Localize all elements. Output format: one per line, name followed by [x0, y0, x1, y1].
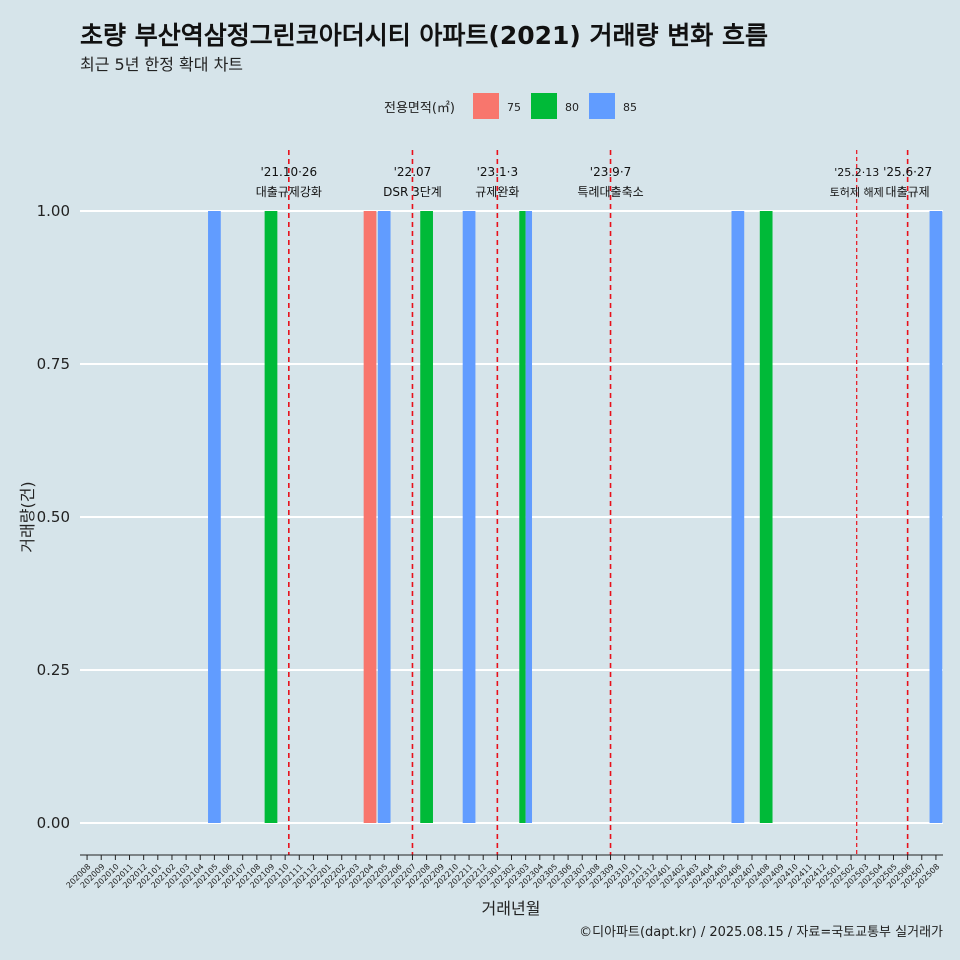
- event-desc-label: 대출규제: [886, 185, 930, 199]
- chart-subtitle: 최근 5년 한정 확대 차트: [80, 55, 243, 74]
- legend-swatch-85: [589, 93, 615, 119]
- bar-202204-75: [363, 211, 377, 823]
- bar-202109-80: [264, 211, 278, 823]
- legend-label-80: 80: [565, 101, 579, 114]
- bar-202406-85: [731, 211, 745, 823]
- x-axis: 2020082020092020102020112020122021012021…: [65, 854, 943, 890]
- legend-label-85: 85: [623, 101, 637, 114]
- event-desc-label: 토허제 해제: [830, 185, 884, 199]
- y-tick-label: 0.75: [37, 355, 70, 373]
- y-axis: 0.00 0.25 0.50 0.75 1.00: [37, 202, 70, 832]
- y-tick-label: 0.50: [37, 508, 70, 526]
- event-desc-label: DSR 3단계: [383, 185, 442, 199]
- bar-202303-80: [519, 211, 526, 823]
- event-date-label: '23.9·7: [590, 165, 631, 179]
- y-tick-label: 1.00: [37, 202, 70, 220]
- bar-202205-85: [377, 211, 391, 823]
- legend-swatch-80: [531, 93, 557, 119]
- y-tick-label: 0.00: [37, 814, 70, 832]
- x-axis-title: 거래년월: [482, 899, 541, 918]
- chart-title: 초량 부산역삼정그린코아더시티 아파트(2021) 거래량 변화 흐름: [80, 21, 768, 50]
- bar-202508-85: [929, 211, 943, 823]
- y-axis-title: 거래량(건): [18, 481, 37, 552]
- event-desc-label: 대출규제강화: [256, 185, 322, 199]
- bars: [208, 211, 943, 823]
- event-date-label: '22.07: [394, 165, 432, 179]
- event-date-label: '21.10·26: [260, 165, 317, 179]
- gridlines: [80, 210, 943, 824]
- legend-title: 전용면적(㎡): [384, 101, 455, 116]
- event-desc-label: 특례대출축소: [577, 185, 643, 199]
- event-date-label: '23.1·3: [477, 165, 518, 179]
- bar-202408-80: [759, 211, 773, 823]
- bar-202208-80: [420, 211, 433, 823]
- bar-202303-85: [525, 211, 533, 823]
- caption: ©디아파트(dapt.kr) / 2025.08.15 / 자료=국토교통부 실…: [579, 925, 943, 940]
- legend-swatch-75: [473, 93, 499, 119]
- event-date-label: '25.6·27: [883, 165, 932, 179]
- event-desc-label: 규제완화: [475, 185, 519, 199]
- legend: 전용면적(㎡) 75 80 85: [384, 93, 637, 119]
- legend-label-75: 75: [507, 101, 521, 114]
- event-lines: '21.10·26 대출규제강화 '22.07 DSR 3단계 '23.1·3 규제완화 '…: [256, 150, 932, 855]
- event-date-label: '25.2·13: [834, 166, 879, 179]
- bar-202105-85: [208, 211, 221, 823]
- y-tick-label: 0.25: [37, 661, 70, 679]
- bar-202211-85: [462, 211, 476, 823]
